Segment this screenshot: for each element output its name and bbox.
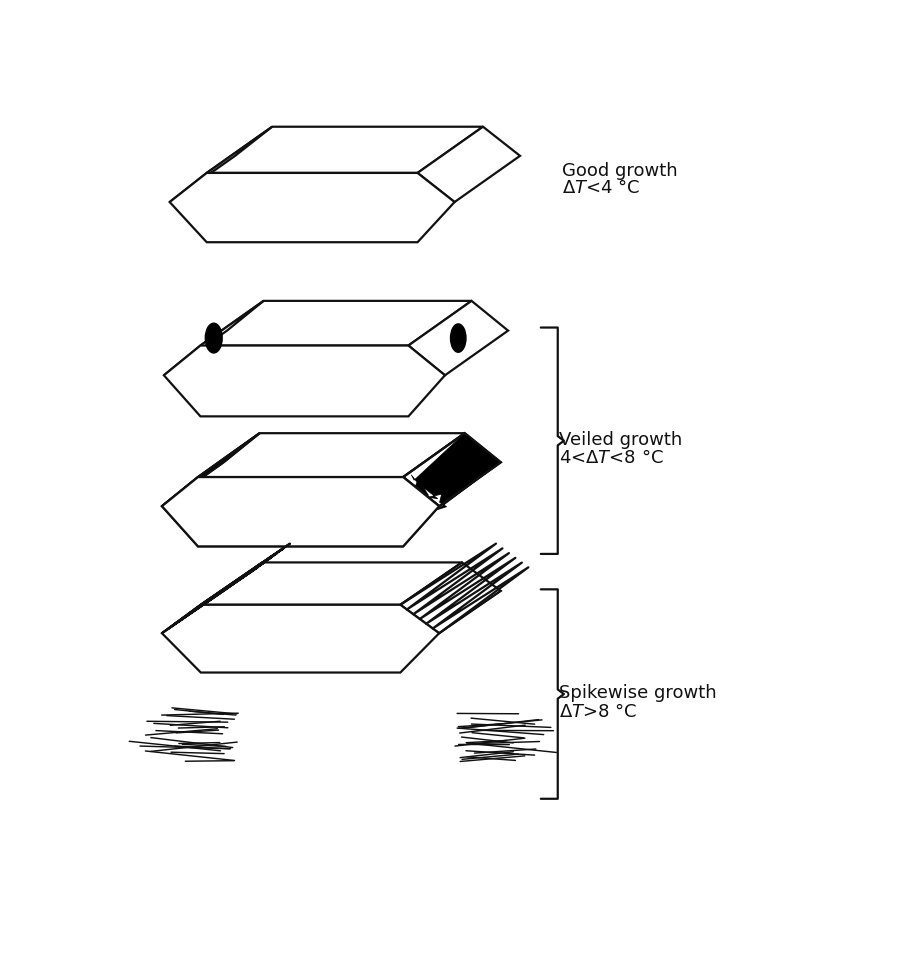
Polygon shape <box>162 477 439 547</box>
Polygon shape <box>170 173 455 243</box>
Text: Spikewise growth: Spikewise growth <box>558 683 716 701</box>
Ellipse shape <box>450 325 466 353</box>
Text: 4<$\Delta \mathit{T}$<8 °C: 4<$\Delta \mathit{T}$<8 °C <box>558 449 663 467</box>
Polygon shape <box>403 434 501 507</box>
Polygon shape <box>207 128 483 173</box>
Polygon shape <box>201 563 462 605</box>
Polygon shape <box>170 128 272 203</box>
Ellipse shape <box>205 324 222 354</box>
Polygon shape <box>162 605 439 673</box>
Polygon shape <box>411 434 501 510</box>
Text: $\Delta \mathit{T}$<4 °C: $\Delta \mathit{T}$<4 °C <box>562 179 640 197</box>
Polygon shape <box>400 563 501 634</box>
Polygon shape <box>418 128 520 203</box>
Polygon shape <box>162 434 260 507</box>
Polygon shape <box>198 434 465 477</box>
Polygon shape <box>162 563 262 634</box>
Polygon shape <box>409 301 508 375</box>
Polygon shape <box>162 477 439 547</box>
Polygon shape <box>201 301 471 346</box>
Text: $\Delta \mathit{T}$>8 °C: $\Delta \mathit{T}$>8 °C <box>558 702 637 720</box>
Polygon shape <box>162 434 260 507</box>
Polygon shape <box>164 346 445 416</box>
Polygon shape <box>164 301 263 375</box>
Text: Good growth: Good growth <box>562 162 678 180</box>
Text: Veiled growth: Veiled growth <box>558 431 682 449</box>
